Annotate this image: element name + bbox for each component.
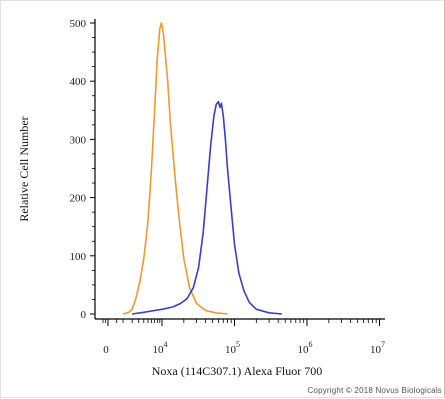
x-axis-title: Noxa (114C307.1) Alexa Fluor 700	[152, 364, 323, 378]
y-tick-label: 200	[70, 193, 87, 205]
x-tick-label: 104	[153, 340, 168, 356]
histogram-series-2	[131, 100, 282, 315]
y-tick-label: 0	[81, 309, 87, 321]
y-tick-label: 100	[70, 251, 87, 263]
x-tick-label: 106	[298, 340, 313, 356]
x-tick-label: 105	[225, 340, 240, 356]
y-tick-label: 400	[70, 76, 87, 88]
copyright-notice: Copyright © 2018 Novus Biologicals	[307, 386, 442, 395]
y-axis-title: Relative Cell Number	[17, 116, 31, 221]
y-tick-label: 300	[70, 134, 87, 146]
axes	[94, 19, 385, 320]
x-tick-label: 0	[103, 344, 109, 356]
x-ticks: 0 104 105 106 107	[102, 319, 385, 356]
y-tick-label: 500	[70, 18, 87, 30]
histogram-series-1	[122, 22, 228, 315]
y-ticks: 0 100 200 300 400 500	[70, 18, 95, 321]
series-layer	[122, 22, 282, 315]
x-tick-label: 107	[370, 340, 385, 356]
